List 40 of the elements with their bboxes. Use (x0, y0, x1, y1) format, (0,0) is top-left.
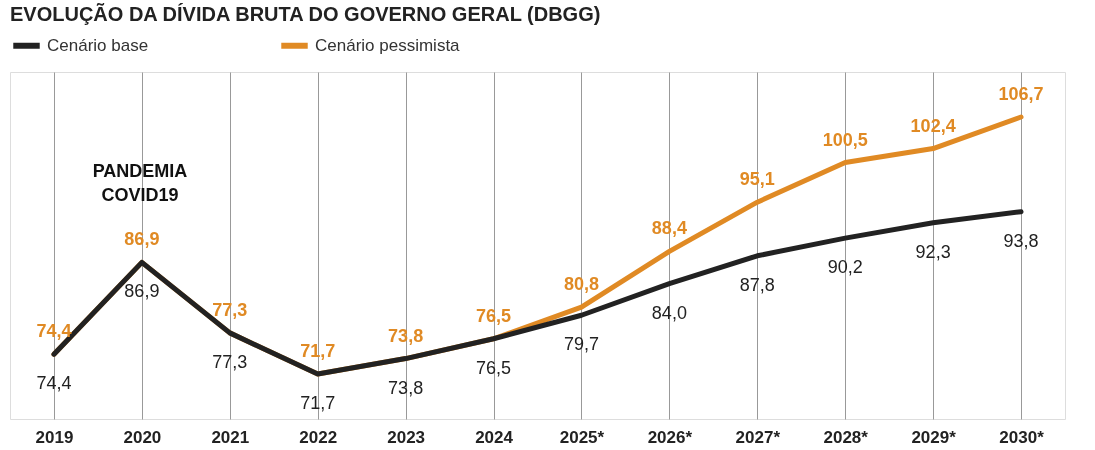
x-tick-label: 2025* (559, 427, 605, 447)
x-tick-label: 2023 (387, 427, 426, 447)
chart-title: EVOLUÇÃO DA DÍVIDA BRUTA DO GOVERNO GERAL (DBGG) (10, 3, 601, 25)
data-label: 77,3 (212, 299, 248, 320)
data-label: 74,4 (36, 321, 72, 342)
data-label: 74,4 (36, 373, 72, 394)
data-label: 73,8 (388, 377, 424, 398)
data-label: 87,8 (739, 274, 775, 295)
x-tick-label: 2029* (911, 427, 957, 447)
x-tick-label: 2021 (211, 427, 250, 447)
x-tick-label: 2019 (35, 427, 74, 447)
data-label: 71,7 (300, 393, 336, 413)
x-tick-label: 2026* (647, 427, 693, 447)
x-tick-label: 2027* (735, 427, 781, 447)
data-label: 80,8 (563, 274, 599, 295)
data-label: 84,0 (651, 302, 687, 323)
data-label: 88,4 (651, 218, 687, 239)
data-label: 71,7 (300, 341, 336, 361)
x-tick-label: 2028* (823, 427, 869, 447)
data-label: 93,8 (1003, 230, 1039, 251)
data-label: 73,8 (388, 325, 424, 346)
x-tick-label: 2020 (123, 427, 162, 447)
annotation: PANDEMIA COVID19 (92, 161, 188, 205)
legend-label: Cenário base (47, 35, 149, 55)
x-tick-label: 2022 (299, 427, 338, 447)
data-label: 86,9 (124, 229, 160, 250)
data-label: 95,1 (739, 169, 775, 190)
data-label: 90,2 (827, 257, 863, 278)
data-label: 106,7 (998, 84, 1044, 104)
x-tick-label: 2024 (475, 427, 514, 447)
data-label: 79,7 (563, 334, 599, 355)
data-label: 100,5 (822, 129, 868, 150)
data-label: 92,3 (915, 241, 951, 262)
data-label: 102,4 (910, 115, 956, 136)
legend-label: Cenário pessimista (315, 35, 461, 55)
x-tick-label: 2030* (999, 427, 1045, 447)
data-label: 77,3 (212, 351, 248, 372)
data-label: 76,5 (476, 305, 512, 326)
data-label: 76,5 (476, 357, 512, 378)
data-label: 86,9 (124, 281, 160, 302)
